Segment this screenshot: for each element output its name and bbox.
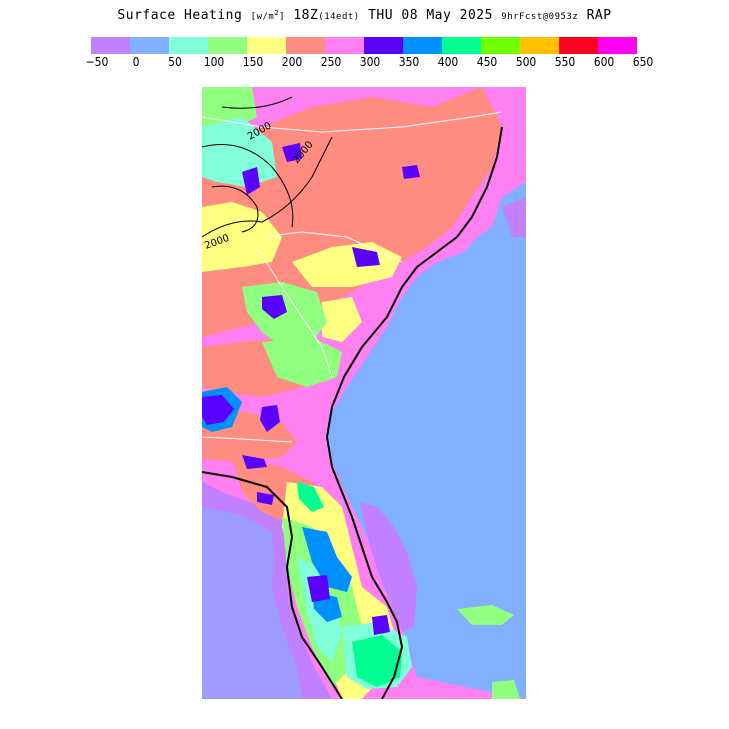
region-400-north xyxy=(297,482,324,512)
title-units: [w/m2] xyxy=(250,9,285,22)
region-300-e xyxy=(262,295,287,319)
color-legend xyxy=(91,37,637,54)
legend-tick-label: 550 xyxy=(554,55,576,69)
east-coastline xyxy=(325,126,503,699)
region-300-g xyxy=(242,167,260,195)
region-350-1 xyxy=(302,527,352,592)
atlantic-ocean xyxy=(327,182,526,699)
legend-ticks: −50 0 50 100 150 200 250 300 350 400 450 500 550 600 6… xyxy=(0,55,729,71)
legend-swatch xyxy=(403,37,442,54)
heating-map: 2000 2000 2000 xyxy=(202,87,526,699)
region-300-f xyxy=(352,247,380,267)
legend-swatch xyxy=(481,37,520,54)
region-green-2 xyxy=(262,337,342,387)
legend-swatch xyxy=(520,37,559,54)
title-time: 18Z xyxy=(293,8,319,23)
legend-tick-label: 150 xyxy=(242,55,264,69)
region-400-south xyxy=(352,635,402,687)
contour-line-4 xyxy=(221,96,293,109)
legend-swatch xyxy=(130,37,169,54)
legend-swatch xyxy=(325,37,364,54)
region-coastal-yellow xyxy=(322,297,362,342)
region-300-h xyxy=(282,143,302,162)
state-border-nc-sc xyxy=(261,231,403,263)
contour-line-3 xyxy=(211,185,259,233)
region-300-a xyxy=(202,395,234,425)
outer-banks-patch xyxy=(502,197,526,237)
legend-tick-label: 50 xyxy=(168,55,182,69)
state-border-nc-va xyxy=(202,111,503,133)
map-panel: 2000 2000 2000 xyxy=(202,87,526,699)
title-model: RAP xyxy=(586,8,612,23)
region-300-d xyxy=(257,492,274,505)
legend-tick-label: 200 xyxy=(281,55,303,69)
legend-tick-label: 600 xyxy=(593,55,615,69)
legend-swatch xyxy=(286,37,325,54)
region-300-k xyxy=(372,615,390,635)
gulf-shelf xyxy=(202,507,302,699)
title-main: Surface Heating xyxy=(117,8,243,23)
region-300-c xyxy=(242,455,267,469)
title-local-time: (14edt) xyxy=(318,12,360,22)
legend-swatch xyxy=(598,37,637,54)
legend-tick-label: 250 xyxy=(320,55,342,69)
legend-tick-label: −50 xyxy=(85,55,109,69)
region-300-i xyxy=(402,165,420,179)
bahamas-feature xyxy=(457,605,514,625)
legend-swatch xyxy=(559,37,598,54)
contour-line-2 xyxy=(202,136,333,238)
state-border-ga-fl xyxy=(202,436,293,443)
region-mint-mountains xyxy=(202,117,277,187)
chart-title: Surface Heating [w/m2] 18Z(14edt) THU 08… xyxy=(0,8,729,23)
region-carolinas xyxy=(202,87,502,337)
region-300-j xyxy=(307,575,330,602)
legend-swatch xyxy=(442,37,481,54)
legend-tick-label: 650 xyxy=(632,55,654,69)
legend-swatch xyxy=(247,37,286,54)
bahamas-south-feature xyxy=(492,680,520,699)
legend-swatch xyxy=(208,37,247,54)
state-border-sc-ga xyxy=(256,246,333,378)
legend-tick-label: 450 xyxy=(476,55,498,69)
legend-tick-label: 300 xyxy=(359,55,381,69)
contour-line-1 xyxy=(202,144,294,228)
legend-swatch xyxy=(91,37,130,54)
legend-tick-label: 0 xyxy=(132,55,140,69)
legend-tick-label: 350 xyxy=(398,55,420,69)
title-forecast: 9hrFcst@0953z xyxy=(501,12,579,22)
atlantic-patch xyxy=(360,502,417,632)
title-date: THU 08 May 2025 xyxy=(368,8,493,23)
legend-tick-label: 400 xyxy=(437,55,459,69)
gulf-coastline xyxy=(202,471,343,699)
legend-swatch xyxy=(169,37,208,54)
region-300-b xyxy=(260,405,280,432)
legend-tick-label: 100 xyxy=(203,55,225,69)
legend-tick-label: 500 xyxy=(515,55,537,69)
legend-swatch xyxy=(364,37,403,54)
